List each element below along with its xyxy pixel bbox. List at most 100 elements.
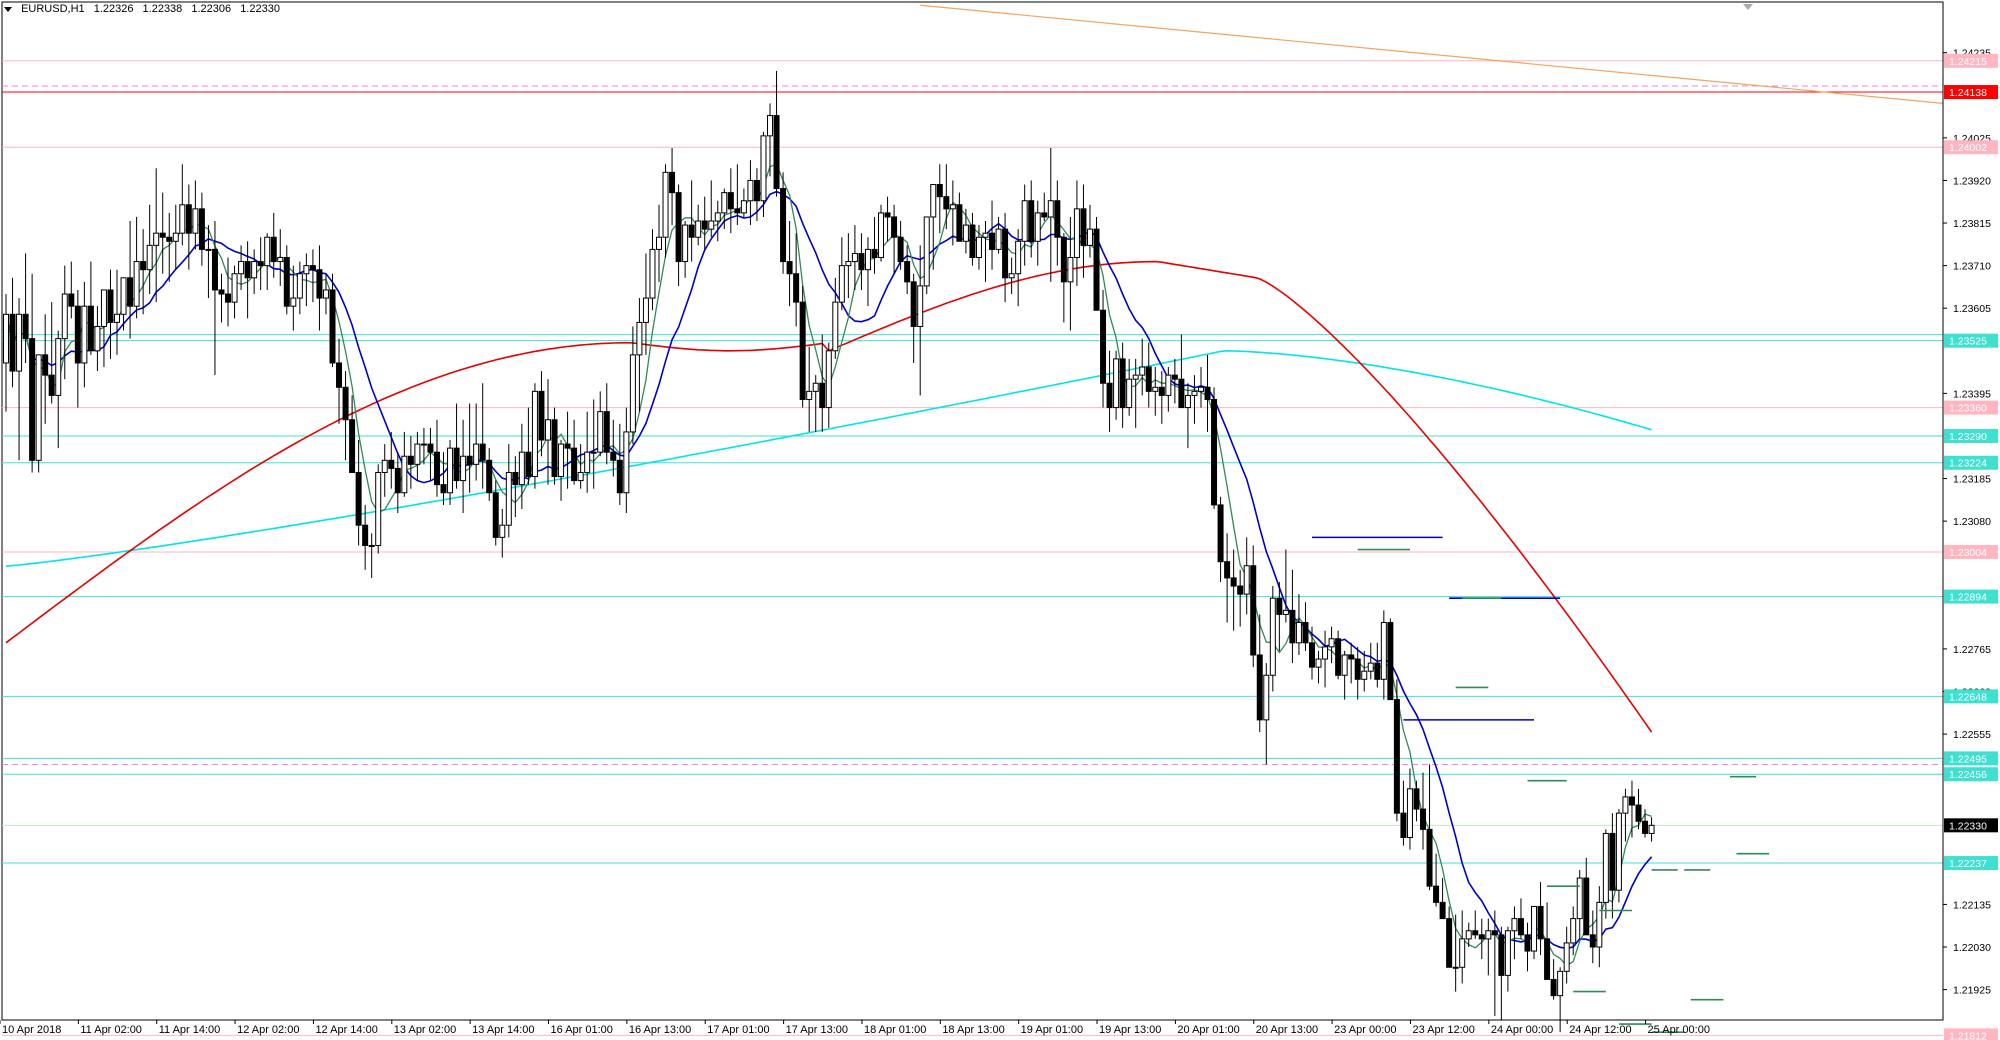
candle [989,200,996,270]
candle [1524,922,1531,972]
candle-body [1576,877,1583,920]
candle-body [238,261,245,275]
candle-body [571,447,578,482]
candle-body [1635,804,1642,822]
candle [832,277,839,359]
candle [930,184,937,270]
candle [806,346,813,432]
candle-body [943,196,950,210]
candle [146,204,153,295]
candle-body [460,455,467,482]
candle-body [68,293,75,307]
candle-body [1289,609,1296,644]
candle-body [701,220,708,230]
candle-body [780,188,787,263]
candle [878,204,885,262]
candle-body [211,248,218,291]
candle [1315,650,1322,684]
candle-body [1335,638,1342,676]
candle-body [1452,966,1459,969]
candle-body [1511,918,1518,932]
candle [433,419,440,497]
candle [669,148,676,226]
candle [153,168,160,303]
price-tag [1944,1028,1998,1040]
ma-long-line [5,349,1652,567]
candle [1387,618,1394,701]
candle-body [1387,622,1394,701]
candle [486,448,493,501]
candle-body [1034,212,1041,242]
candle-body [1589,934,1596,948]
candle-body [1648,824,1655,834]
chart-header: EURUSD,H1 1.22326 1.22338 1.22306 1.2233… [4,3,286,15]
candle-body [721,192,728,214]
candle-body [127,277,134,307]
candle [473,403,480,481]
candle-body [1459,938,1466,968]
candle-body [329,289,336,364]
price-tag [1944,751,1998,766]
x-tick-label: 19 Apr 01:00 [1021,1024,1083,1036]
candle-body [603,411,610,453]
candle [544,379,551,485]
price-tag [1944,400,1998,415]
candle-body [244,261,251,279]
candle [518,423,525,509]
candle-body [727,192,734,210]
candle-body [1008,273,1015,279]
candle-body [1184,394,1191,409]
candle-body [1119,358,1126,409]
candle-body [1204,386,1211,400]
candle-body [447,447,454,494]
candle-body [1047,200,1054,218]
candle-body [734,208,741,214]
candle [22,253,29,363]
candle-body [198,208,205,250]
candle-body [864,248,871,271]
chart-menu-triangle-icon[interactable] [4,6,12,12]
x-tick-label: 12 Apr 02:00 [237,1024,299,1036]
candle [1498,926,1505,1020]
candle-body [166,236,173,242]
candle-body [1145,366,1152,392]
price-tag [1944,544,1998,559]
candle [1243,537,1250,615]
candle-body [362,524,369,546]
candle-body [492,492,499,538]
candle [1034,200,1041,266]
candle [662,164,669,258]
candle-body [1504,930,1511,976]
candle-body [1622,796,1629,814]
candle-body [995,228,1002,250]
candle-body [695,220,702,238]
candle-body [74,305,81,364]
candle [1289,569,1296,664]
candle [1544,902,1551,980]
x-tick-label: 13 Apr 14:00 [472,1024,534,1036]
candle-body [1322,646,1329,660]
candle-body [544,419,551,441]
candle [1563,926,1570,984]
candle-body [773,115,780,190]
candle-body [433,451,440,486]
price-tag-label: 1.23360 [1949,403,1987,415]
candle [1041,192,1048,222]
candle-body [303,265,310,275]
candle-body [1478,934,1485,940]
candle [682,221,689,278]
x-tick-label: 16 Apr 01:00 [551,1024,613,1036]
candle [127,221,134,339]
candle [799,285,806,408]
candle-body [669,171,676,194]
candle [329,273,336,368]
candle [740,188,747,217]
candle [42,314,49,424]
x-tick-label: 12 Apr 14:00 [315,1024,377,1036]
candle [1132,358,1139,428]
candle [1113,350,1120,420]
candle [270,212,277,278]
candle [1269,586,1276,692]
price-tag [1944,53,1998,68]
